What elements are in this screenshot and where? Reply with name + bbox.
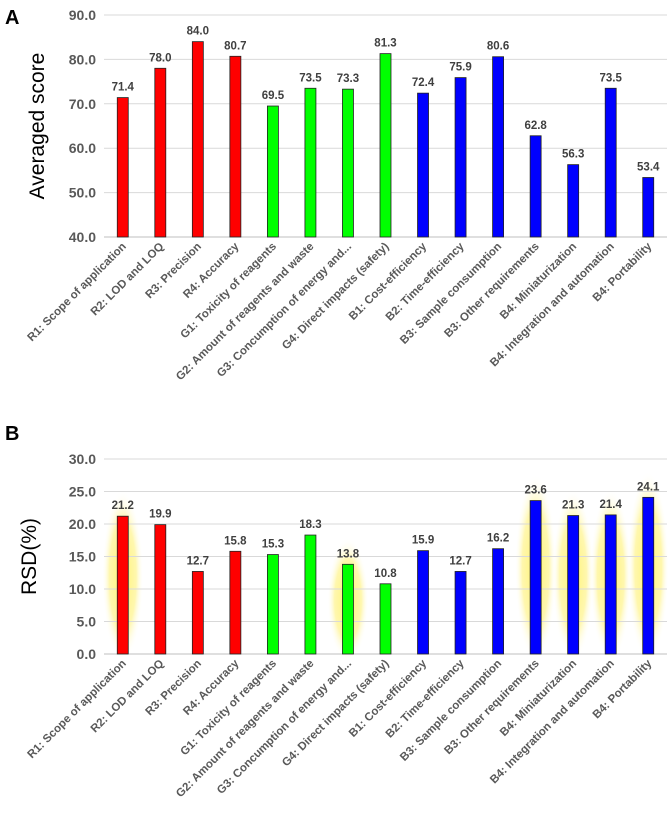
- bar: [529, 135, 542, 238]
- bar: [154, 524, 167, 655]
- y-tick-label: 25.0: [69, 484, 96, 500]
- x-tick-label: G3: Concumption of energy and...: [215, 658, 354, 797]
- data-label: 72.4: [412, 77, 435, 89]
- data-label: 80.7: [224, 40, 246, 52]
- data-label: 12.7: [449, 555, 471, 567]
- data-label: 81.3: [374, 38, 396, 50]
- bar: [642, 177, 655, 238]
- bar: [454, 77, 467, 238]
- data-label: 21.2: [112, 500, 134, 512]
- y-tick-label: 90.0: [69, 7, 96, 23]
- bar: [529, 500, 542, 655]
- data-label: 56.3: [562, 149, 584, 161]
- data-label: 75.9: [449, 62, 471, 74]
- data-label: 10.8: [374, 568, 397, 580]
- data-label: 12.7: [187, 555, 209, 567]
- data-label: 21.4: [600, 499, 623, 511]
- data-label: 62.8: [524, 120, 547, 132]
- bar: [379, 53, 392, 238]
- data-label: 13.8: [337, 548, 360, 560]
- data-label: 19.9: [149, 509, 171, 521]
- data-label: 15.8: [224, 535, 247, 547]
- x-tick-label: R2: LOD and LOQ: [89, 241, 167, 319]
- bar: [342, 88, 354, 238]
- data-label: 18.3: [299, 519, 321, 531]
- bar: [191, 41, 204, 238]
- data-label: 80.6: [487, 41, 509, 53]
- bar: [304, 87, 317, 238]
- y-tick-label: 60.0: [69, 140, 96, 156]
- x-tick-label: R2: LOD and LOQ: [89, 658, 167, 736]
- data-label: 69.5: [262, 90, 285, 102]
- bar: [567, 515, 580, 655]
- data-label: 53.4: [637, 162, 660, 174]
- y-tick-label: 40.0: [69, 229, 96, 245]
- data-label: 16.2: [487, 533, 509, 545]
- bar: [229, 550, 242, 655]
- bar: [417, 550, 429, 655]
- bar: [604, 514, 617, 655]
- y-tick-label: 10.0: [69, 581, 96, 597]
- bar: [492, 548, 505, 655]
- y-axis-title: RSD(%): [18, 518, 41, 595]
- chart-panel-b: 0.05.010.015.020.025.030.0RSD(%)21.2R1: …: [18, 451, 669, 800]
- data-label: 24.1: [637, 481, 660, 493]
- bar: [492, 56, 505, 238]
- y-tick-label: 15.0: [69, 549, 96, 565]
- bar: [304, 534, 317, 655]
- y-tick-label: 5.0: [77, 614, 97, 630]
- data-label: 84.0: [187, 26, 209, 38]
- y-tick-label: 70.0: [69, 96, 96, 112]
- y-axis-title: Averaged score: [26, 53, 49, 200]
- y-tick-label: 0.0: [77, 646, 97, 662]
- bar: [266, 554, 279, 655]
- data-label: 78.0: [149, 52, 171, 64]
- bar: [342, 563, 354, 655]
- bar: [567, 164, 580, 238]
- bar: [266, 105, 279, 238]
- panel-label-a: A: [5, 7, 19, 29]
- data-label: 71.4: [112, 82, 135, 94]
- data-label: 73.3: [337, 73, 359, 85]
- y-tick-label: 50.0: [69, 185, 96, 201]
- data-label: 15.3: [262, 539, 284, 551]
- bar: [116, 97, 129, 238]
- y-tick-label: 30.0: [69, 451, 96, 467]
- bar: [154, 67, 167, 238]
- data-label: 23.6: [524, 485, 546, 497]
- x-tick-label: G2: Amount of reagents and waste: [174, 241, 316, 383]
- data-label: 15.9: [412, 535, 434, 547]
- bar: [379, 583, 392, 655]
- bar: [642, 496, 655, 655]
- bar: [191, 571, 204, 655]
- y-tick-label: 80.0: [69, 51, 96, 67]
- data-label: 21.3: [562, 500, 584, 512]
- bar: [454, 571, 467, 655]
- y-tick-label: 20.0: [69, 516, 96, 532]
- bar: [604, 87, 617, 238]
- data-label: 73.5: [299, 72, 322, 84]
- chart-panel-a: 40.0 50.0 60.0 70.0 80.0 90.0 Averaged score 71…: [26, 7, 667, 383]
- panel-label-b: B: [5, 423, 19, 445]
- data-label: 73.5: [600, 72, 623, 84]
- bar: [116, 515, 129, 655]
- bar: [229, 55, 242, 238]
- bar: [417, 92, 429, 238]
- x-tick-label: G2: Amount of reagents and waste: [174, 658, 316, 800]
- x-tick-label: G3: Concumption of energy and...: [215, 241, 354, 380]
